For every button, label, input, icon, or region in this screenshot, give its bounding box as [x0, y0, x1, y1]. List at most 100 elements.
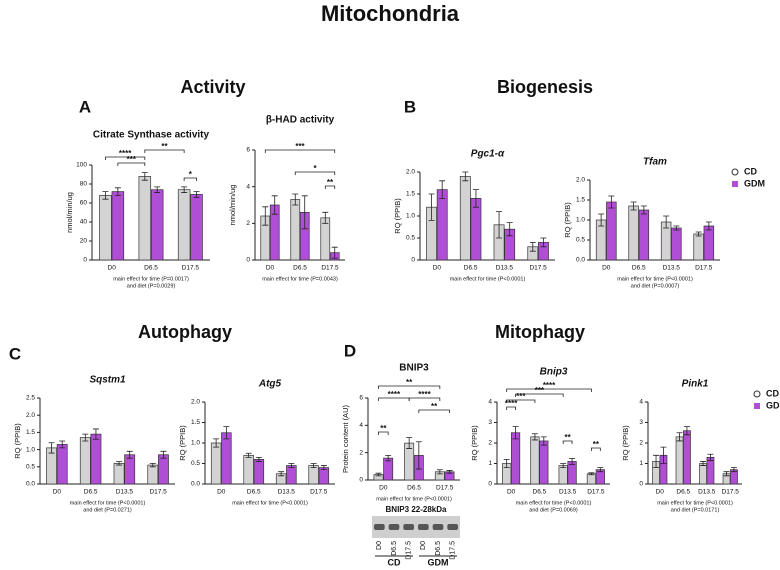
blot-band — [432, 524, 444, 530]
note: main effect for time (P<0.0001) — [232, 500, 308, 506]
x-tick-label: D6.5 — [144, 265, 158, 272]
y-tick-label: 1 — [639, 460, 643, 467]
y-tick-label: 4 — [488, 399, 492, 406]
y-tick-label: 1.0 — [191, 440, 200, 447]
significance-bracket — [515, 393, 564, 397]
y-tick-label: 2.5 — [26, 395, 35, 402]
lane-label: D6.5 — [435, 541, 442, 556]
error-bar — [496, 211, 503, 239]
chart-title: Pink1 — [682, 379, 709, 390]
figure-title: Mitochondria — [321, 1, 460, 26]
error-bar — [608, 195, 615, 209]
significance-bracket — [506, 388, 592, 392]
bar — [113, 463, 125, 485]
bar — [459, 176, 471, 261]
error-bar — [700, 461, 707, 466]
significance-label: **** — [119, 149, 132, 158]
y-tick-label: 1.5 — [576, 197, 585, 204]
significance-bracket — [183, 177, 197, 181]
bar — [308, 465, 319, 485]
lane-label: D17.5 — [450, 541, 457, 560]
bar — [703, 225, 715, 261]
legend-label: CD — [766, 388, 779, 398]
error-bar — [462, 171, 469, 182]
x-tick-label: D17.5 — [722, 489, 740, 496]
y-axis-label: nmol/min/ug — [228, 185, 237, 226]
y-tick-label: 0.0 — [191, 481, 200, 488]
error-bar — [569, 457, 576, 465]
panel-letter: A — [79, 97, 91, 116]
y-tick-label: 0.0 — [26, 481, 35, 488]
error-bar — [385, 455, 392, 462]
error-bar — [59, 440, 66, 449]
x-tick-label: D0 — [656, 489, 665, 496]
y-tick-label: 2 — [359, 449, 363, 456]
bar — [290, 199, 301, 261]
y-tick-label: 1.5 — [406, 191, 415, 198]
bar — [586, 473, 597, 485]
note: and diet (P=0.0271) — [83, 507, 132, 513]
bar — [158, 454, 169, 485]
note: main effect for time (P<0.0001) — [450, 276, 526, 282]
panel-letter: B — [404, 97, 416, 116]
bar — [243, 454, 254, 485]
bar — [470, 198, 482, 261]
y-tick-label: 0 — [359, 477, 363, 484]
error-bar — [154, 186, 161, 193]
x-tick-label: D13.5 — [559, 489, 577, 496]
x-tick-label: D0 — [433, 265, 442, 272]
x-tick-label: D0 — [266, 265, 275, 272]
lane-label: D0 — [420, 541, 427, 550]
bar — [706, 457, 715, 485]
significance-bracket — [378, 431, 389, 435]
section-title: Activity — [180, 77, 245, 97]
legend-swatch — [732, 181, 738, 187]
bar — [147, 464, 159, 485]
bar — [210, 442, 222, 485]
y-tick-label: 100 — [76, 162, 87, 169]
error-bar — [213, 438, 220, 448]
x-tick-label: D0 — [507, 489, 516, 496]
x-tick-label: D6.5 — [84, 489, 98, 496]
x-tick-label: D0 — [217, 489, 226, 496]
significance-label: *** — [295, 142, 305, 151]
error-bar — [512, 426, 519, 440]
significance-label: ** — [565, 433, 572, 442]
error-bar — [48, 442, 55, 454]
y-tick-label: 3 — [639, 419, 643, 426]
x-tick-label: D6.5 — [293, 265, 307, 272]
chart-title: Tfam — [643, 157, 667, 168]
y-tick-label: 0.5 — [191, 460, 200, 467]
y-axis-label: RQ (PPIB) — [393, 198, 402, 234]
bar — [56, 444, 68, 485]
lane-label: D0 — [376, 541, 383, 550]
significance-bracket — [408, 397, 441, 401]
note: and diet (P=0.0069) — [529, 507, 578, 513]
section-title: Autophagy — [138, 322, 232, 342]
error-bar — [503, 459, 510, 468]
significance-bracket — [506, 399, 536, 403]
error-bar — [255, 456, 262, 462]
note: main effect for time (P=0.0017) — [113, 276, 189, 282]
y-tick-label: 2 — [246, 220, 250, 227]
x-tick-label: D17.5 — [149, 489, 167, 496]
chart-title: Sqstm1 — [89, 375, 126, 386]
error-bar — [292, 193, 299, 206]
x-tick-label: D0 — [53, 489, 62, 496]
significance-bracket — [418, 409, 450, 413]
bar — [138, 176, 152, 261]
error-bar — [630, 201, 637, 211]
error-bar — [310, 463, 317, 468]
legend-swatch — [754, 403, 760, 409]
x-tick-label: D13.5 — [278, 489, 296, 496]
y-tick-label: 40 — [80, 219, 88, 226]
error-bar — [114, 187, 121, 196]
error-bar — [439, 180, 446, 199]
error-bar — [695, 231, 702, 237]
legend-swatch — [753, 390, 761, 398]
note: main effect for time (P<0.0001) — [70, 500, 146, 506]
error-bar — [406, 437, 413, 449]
significance-bracket — [105, 156, 146, 160]
y-tick-label: 60 — [80, 200, 88, 207]
